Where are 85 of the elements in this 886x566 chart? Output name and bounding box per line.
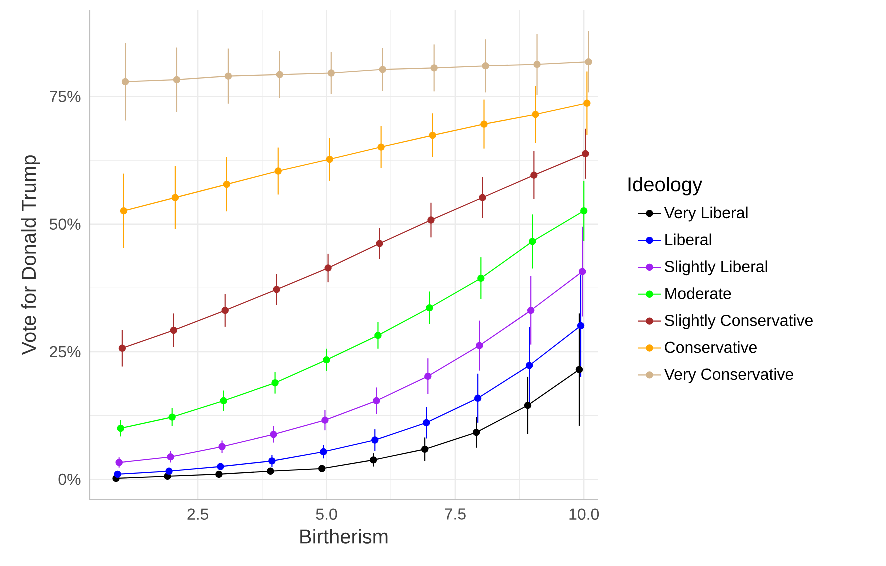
point [270, 431, 278, 438]
point [529, 238, 536, 246]
point [217, 463, 224, 470]
point [168, 414, 176, 421]
point [430, 64, 438, 72]
point [532, 111, 540, 118]
point [423, 419, 430, 427]
point [376, 240, 384, 248]
point [478, 274, 485, 282]
x-tick-label: 5.0 [316, 508, 338, 520]
point [526, 362, 534, 370]
point [576, 366, 584, 374]
point [320, 448, 328, 456]
point [530, 172, 538, 179]
point [578, 268, 586, 276]
x-axis-title: Birtherism [300, 529, 388, 544]
y-axis-title: Vote for Donald Trump [21, 156, 40, 356]
point [480, 120, 488, 128]
point [424, 372, 432, 380]
y-tick-label: 0% [58, 474, 81, 486]
point [276, 71, 284, 78]
point [117, 424, 124, 432]
legend-title: Ideology [628, 177, 703, 196]
point [482, 62, 490, 70]
point [220, 397, 228, 405]
legend-label: Conservative [665, 341, 757, 354]
point [324, 264, 332, 272]
point [222, 307, 229, 314]
point [272, 380, 279, 387]
point [374, 332, 382, 340]
legend-label: Moderate [666, 288, 732, 300]
point [274, 168, 282, 175]
point [114, 470, 122, 478]
point [472, 429, 480, 436]
x-tick-label: 10.0 [570, 508, 600, 520]
legend-label: Slightly Liberal [665, 260, 768, 276]
y-tick-label: 25% [50, 346, 81, 358]
point [370, 456, 378, 464]
point [524, 402, 532, 410]
point [474, 394, 482, 402]
point [173, 76, 181, 84]
point [273, 286, 280, 294]
y-tick-label: 75% [50, 91, 81, 102]
point [582, 150, 590, 158]
point [118, 344, 126, 352]
point [527, 307, 535, 314]
point [322, 416, 329, 424]
point [585, 58, 592, 66]
point [224, 72, 232, 80]
legend-label: Very Liberal [664, 206, 748, 222]
point [429, 132, 436, 140]
point [223, 180, 231, 188]
point [120, 207, 128, 215]
point [476, 342, 484, 350]
point [373, 397, 380, 405]
point [428, 216, 435, 224]
legend-label: Very Conservative [664, 368, 794, 384]
point [318, 465, 326, 472]
x-tick-label: 2.5 [188, 508, 209, 520]
point [216, 470, 223, 478]
point [577, 322, 585, 330]
point [372, 436, 379, 444]
point [378, 144, 385, 151]
point [326, 156, 334, 164]
point [268, 458, 276, 465]
point [166, 468, 173, 475]
point [379, 66, 386, 74]
legend-label: Liberal [666, 234, 712, 246]
point [122, 78, 130, 86]
point [479, 194, 486, 202]
point [421, 446, 429, 454]
point [172, 194, 180, 202]
point [170, 326, 178, 334]
legend-label: Slightly Conservative [665, 314, 813, 330]
point [580, 207, 588, 215]
point [167, 454, 174, 461]
x-tick-label: 7.5 [445, 508, 466, 520]
y-tick-label: 50% [50, 218, 81, 230]
point [328, 70, 335, 77]
point [323, 356, 330, 364]
point [218, 443, 226, 451]
point [584, 100, 591, 107]
point [267, 468, 274, 475]
point [426, 304, 434, 312]
point [534, 61, 541, 68]
